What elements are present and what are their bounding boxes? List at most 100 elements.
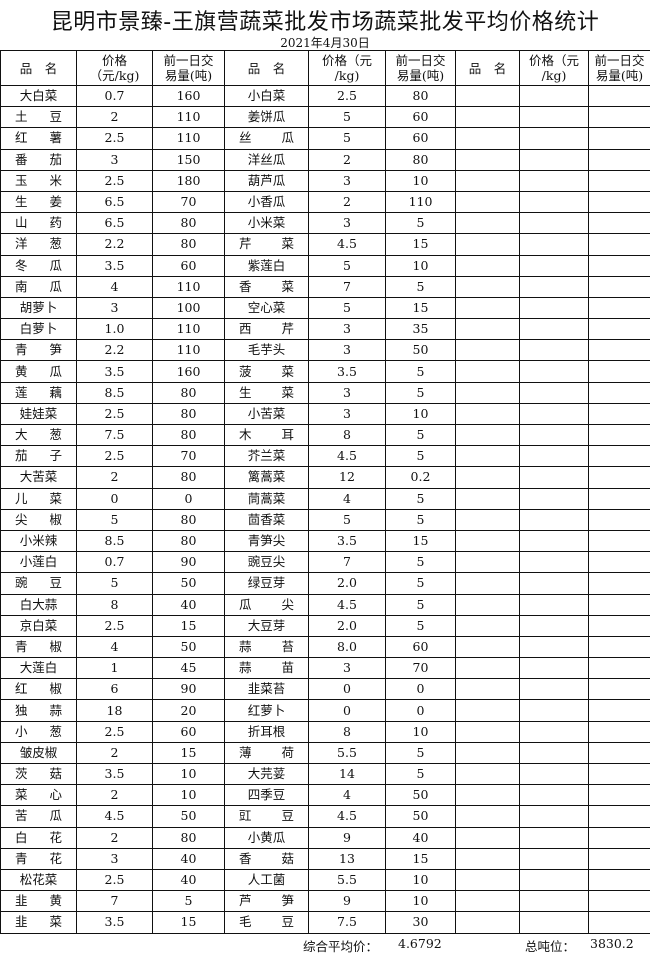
cell-volume [589, 636, 650, 657]
cell-price: 3.5 [77, 912, 153, 933]
cell-volume: 5 [386, 276, 456, 297]
vegetable-name: 芹菜 [239, 237, 294, 251]
cell-price: 1.0 [77, 319, 153, 340]
cell-name: 薄荷 [225, 742, 309, 763]
cell-name: 葫芦瓜 [225, 170, 309, 191]
cell-name: 红椒 [1, 679, 77, 700]
cell-price: 2.2 [77, 340, 153, 361]
cell-price: 8.0 [309, 636, 386, 657]
cell-name: 土豆 [1, 107, 77, 128]
header-price-line: 价格（元 [520, 53, 588, 68]
cell-name: 洋葱 [1, 234, 77, 255]
vegetable-name: 山药 [15, 216, 62, 230]
vegetable-name: 洋葱 [15, 237, 62, 251]
cell-name [456, 149, 520, 170]
cell-volume [589, 403, 650, 424]
cell-price: 3 [77, 848, 153, 869]
cell-volume: 5 [386, 552, 456, 573]
vegetable-name: 儿菜 [15, 492, 62, 506]
cell-price: 3 [309, 382, 386, 403]
cell-price: 4.5 [77, 806, 153, 827]
cell-volume: 160 [153, 86, 225, 107]
average-price-value: 4.6792 [398, 936, 442, 951]
cell-name: 姜饼瓜 [225, 107, 309, 128]
cell-name: 冬瓜 [1, 255, 77, 276]
report-date: 2021年4月30日 [0, 34, 650, 51]
cell-price: 2.5 [77, 128, 153, 149]
header-price: 价格（元/kg) [77, 51, 153, 86]
cell-price [520, 86, 589, 107]
header-volume: 前一日交易量(吨) [386, 51, 456, 86]
cell-volume: 15 [386, 234, 456, 255]
total-tonnage-value: 3830.2 [590, 936, 634, 951]
cell-price: 2.5 [77, 446, 153, 467]
cell-volume [589, 827, 650, 848]
cell-volume: 80 [153, 403, 225, 424]
cell-name: 毛豆 [225, 912, 309, 933]
cell-name: 芹菜 [225, 234, 309, 255]
cell-price: 2.0 [309, 615, 386, 636]
cell-volume: 80 [386, 86, 456, 107]
cell-name: 儿菜 [1, 488, 77, 509]
cell-name [456, 213, 520, 234]
cell-price: 3 [309, 403, 386, 424]
cell-name [456, 700, 520, 721]
cell-volume: 0 [153, 488, 225, 509]
cell-price: 9 [309, 827, 386, 848]
vegetable-name: 豇豆 [239, 809, 294, 823]
cell-volume: 110 [153, 107, 225, 128]
cell-volume: 15 [386, 848, 456, 869]
cell-volume: 50 [386, 785, 456, 806]
vegetable-name: 韭黄 [15, 894, 62, 908]
cell-price: 2.5 [77, 403, 153, 424]
cell-price [520, 488, 589, 509]
cell-price: 9 [309, 891, 386, 912]
cell-price: 2 [77, 827, 153, 848]
cell-price: 2 [77, 785, 153, 806]
cell-price [520, 403, 589, 424]
cell-name [456, 594, 520, 615]
cell-price: 4 [77, 276, 153, 297]
cell-price [520, 530, 589, 551]
cell-price: 6.5 [77, 213, 153, 234]
cell-name [456, 446, 520, 467]
cell-volume [589, 594, 650, 615]
cell-name: 茨菇 [1, 764, 77, 785]
vegetable-name: 毛豆 [239, 915, 294, 929]
cell-volume: 80 [153, 234, 225, 255]
cell-name: 大白菜 [1, 86, 77, 107]
vegetable-name: 青花 [15, 852, 62, 866]
cell-volume [589, 700, 650, 721]
cell-price: 2 [77, 467, 153, 488]
cell-name: 芦笋 [225, 891, 309, 912]
cell-volume [589, 319, 650, 340]
cell-volume: 0 [386, 679, 456, 700]
cell-volume [589, 276, 650, 297]
header-volume: 前一日交易量(吨) [153, 51, 225, 86]
vegetable-name: 生菜 [239, 386, 294, 400]
cell-name: 蒜苗 [225, 658, 309, 679]
vegetable-name: 蒜苗 [239, 661, 294, 675]
cell-volume: 5 [386, 213, 456, 234]
cell-price: 0.7 [77, 86, 153, 107]
cell-volume: 180 [153, 170, 225, 191]
cell-volume: 80 [153, 425, 225, 446]
cell-volume: 40 [153, 594, 225, 615]
cell-volume: 70 [153, 446, 225, 467]
cell-name: 松花菜 [1, 869, 77, 890]
cell-name: 大葱 [1, 425, 77, 446]
cell-price: 5 [309, 297, 386, 318]
cell-price [520, 827, 589, 848]
cell-name: 瓜尖 [225, 594, 309, 615]
cell-name: 小香瓜 [225, 191, 309, 212]
cell-volume [589, 891, 650, 912]
cell-price [520, 149, 589, 170]
cell-volume: 40 [153, 869, 225, 890]
vegetable-name: 大葱 [15, 428, 62, 442]
